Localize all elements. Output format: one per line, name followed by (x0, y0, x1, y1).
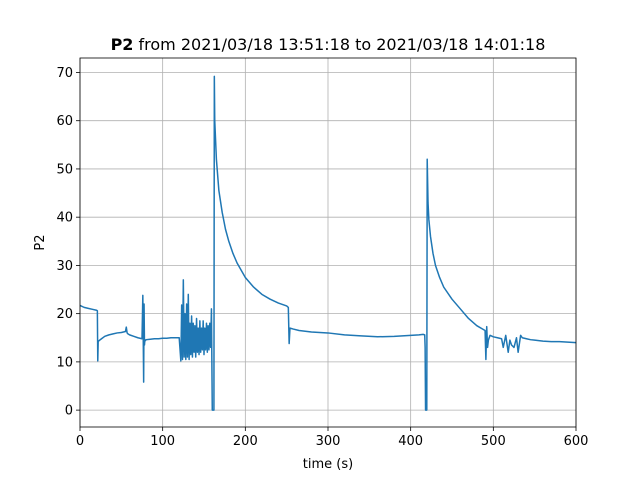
plot-area (79, 75, 577, 411)
x-tick-label: 300 (316, 434, 341, 449)
x-tick-label: 600 (564, 434, 589, 449)
y-axis-label: P2 (33, 234, 48, 250)
y-tick-label: 70 (56, 66, 73, 81)
y-tick-label: 10 (56, 355, 73, 370)
x-axis-label: time (s) (303, 457, 353, 472)
x-tick-label: 400 (398, 434, 423, 449)
chart-title-rest: from 2021/03/18 13:51:18 to 2021/03/18 1… (133, 35, 545, 54)
axes-frame (79, 57, 577, 428)
x-tick-label: 100 (150, 434, 175, 449)
y-tick-label: 60 (56, 114, 73, 129)
x-tick-label: 500 (481, 434, 506, 449)
y-tick-label: 0 (65, 404, 73, 419)
x-tick-label: 0 (76, 434, 84, 449)
grid (79, 58, 577, 427)
ticks: 0 100 200 300 400 500 600 0 10 20 30 40 50 60 70 (56, 66, 588, 449)
y-tick-label: 20 (56, 307, 73, 322)
x-tick-label: 200 (233, 434, 258, 449)
y-tick-label: 50 (56, 162, 73, 177)
y-tick-label: 30 (56, 259, 73, 274)
chart-title-bold: P2 (111, 35, 134, 54)
chart-title: P2 from 2021/03/18 13:51:18 to 2021/03/1… (111, 35, 546, 54)
series-line (79, 75, 577, 411)
y-tick-label: 40 (56, 211, 73, 226)
